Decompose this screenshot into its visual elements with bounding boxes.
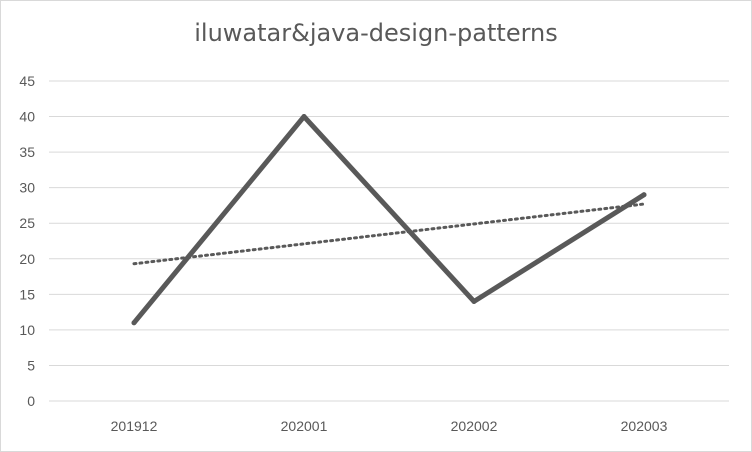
series-line [131, 114, 647, 326]
data-point [301, 114, 307, 120]
y-tick-label: 25 [19, 215, 35, 231]
y-tick-label: 45 [19, 73, 35, 89]
y-tick-label: 40 [19, 109, 35, 125]
x-tick-label: 201912 [111, 418, 158, 434]
data-point [131, 320, 137, 326]
data-point [471, 298, 477, 304]
y-tick-label: 15 [19, 286, 35, 302]
data-point [641, 192, 647, 198]
y-tick-label: 5 [27, 357, 35, 373]
y-tick-label: 20 [19, 251, 35, 267]
y-tick-label: 30 [19, 180, 35, 196]
chart-title: iluwatar&java-design-patterns [194, 19, 558, 47]
y-tick-label: 35 [19, 144, 35, 160]
x-tick-label: 202001 [281, 418, 328, 434]
x-tick-label: 202003 [621, 418, 668, 434]
trendline [132, 202, 646, 266]
y-tick-label: 0 [27, 393, 35, 409]
y-tick-label: 10 [19, 322, 35, 338]
x-tick-label: 202002 [451, 418, 498, 434]
